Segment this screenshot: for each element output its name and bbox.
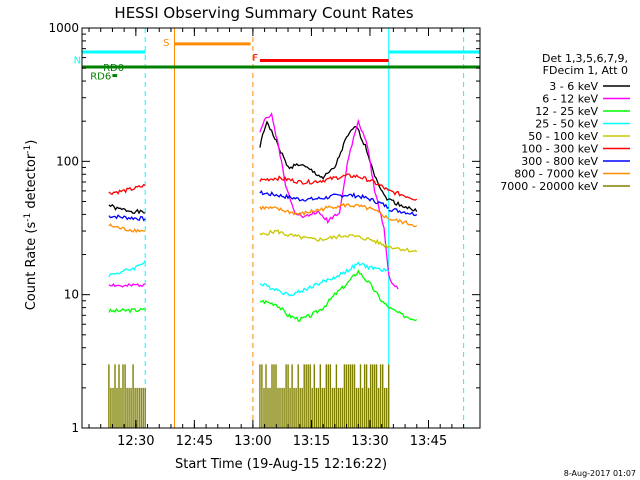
x-tick-label: 13:45 [410,434,447,449]
legend-label: 6 - 12 keV [542,93,598,106]
y-tick-label: 1 [71,421,79,435]
plot-frame [81,27,481,429]
svg-text:Count Rate (s-1 detector-1): Count Rate (s-1 detector-1) [23,140,39,311]
series-line-50-100-kev-1 [388,245,418,253]
series-line-7000-20000kev-0 [108,364,146,428]
timestamp: 8-Aug-2017 01:07 [564,469,636,478]
series-line-6-12-kev-1 [259,112,399,290]
y-axis-label: Count Rate (s-1 detector-1) [23,140,39,311]
series-line-300-800-kev-2 [388,208,418,217]
legend-label: 12 - 25 keV [535,105,598,118]
x-tick-label: 12:45 [176,434,213,449]
series-line-800-7000-kev-2 [388,218,418,228]
legend-label: 3 - 6 keV [549,80,598,93]
legend-header: FDecim 1, Att 0 [543,64,628,77]
series-line-3-6-kev-1 [259,120,389,201]
legend-label: 300 - 800 keV [521,155,598,168]
x-axis-label: Start Time (19-Aug-15 12:16:22) [175,457,387,472]
series-line-300-800-kev-0 [108,214,146,222]
flag-label-s: S [163,38,169,49]
series-line-50-100-kev-0 [259,229,390,249]
legend-header: Det 1,3,5,6,7,9, [542,52,628,65]
y-tick-label: 100 [56,154,79,168]
y-tick-label: 10 [64,288,79,302]
series-line-12-25-kev-1 [259,269,390,323]
series-line-7000-20000kev-1 [259,364,390,428]
legend-label: 100 - 300 keV [521,143,598,156]
legend-label: 7000 - 20000 keV [500,180,598,193]
legend-label: 50 - 100 keV [528,130,598,143]
legend: Det 1,3,5,6,7,9,FDecim 1, Att 0 3 - 6 keV… [500,52,630,193]
series-line-300-800-kev-1 [259,189,389,209]
flag-label-f: F [252,53,258,64]
flag-label-rd0: RD0 [103,63,124,74]
series-line-800-7000-kev-1 [259,202,390,220]
series-line-100-300-kev-2 [388,189,418,201]
chart-title: HESSI Observing Summary Count Rates [114,4,413,22]
series-line-800-7000-kev-0 [108,223,146,234]
series-line-6-12-kev-0 [108,282,146,288]
series-line-25-50-kev-0 [108,260,146,278]
x-tick-label: 12:30 [117,434,154,449]
x-tick-label: 13:30 [351,434,388,449]
legend-label: 800 - 7000 keV [514,168,598,181]
x-tick-label: 13:15 [293,434,330,449]
y-tick-label: 1000 [48,21,79,35]
series-line-100-300-kev-0 [108,183,146,196]
flag-label-rd6: RD6 [90,72,111,83]
series-line-25-50-kev-1 [259,261,390,297]
series-line-12-25-kev-0 [108,307,146,314]
x-tick-label: 13:00 [234,434,271,449]
legend-label: 25 - 50 keV [535,118,598,131]
series-line-3-6-kev-2 [388,198,418,212]
series-line-12-25-kev-2 [388,306,418,322]
flag-label-n: N [74,55,81,66]
series-line-100-300-kev-1 [259,173,390,192]
series-line-3-6-kev-0 [108,203,146,215]
